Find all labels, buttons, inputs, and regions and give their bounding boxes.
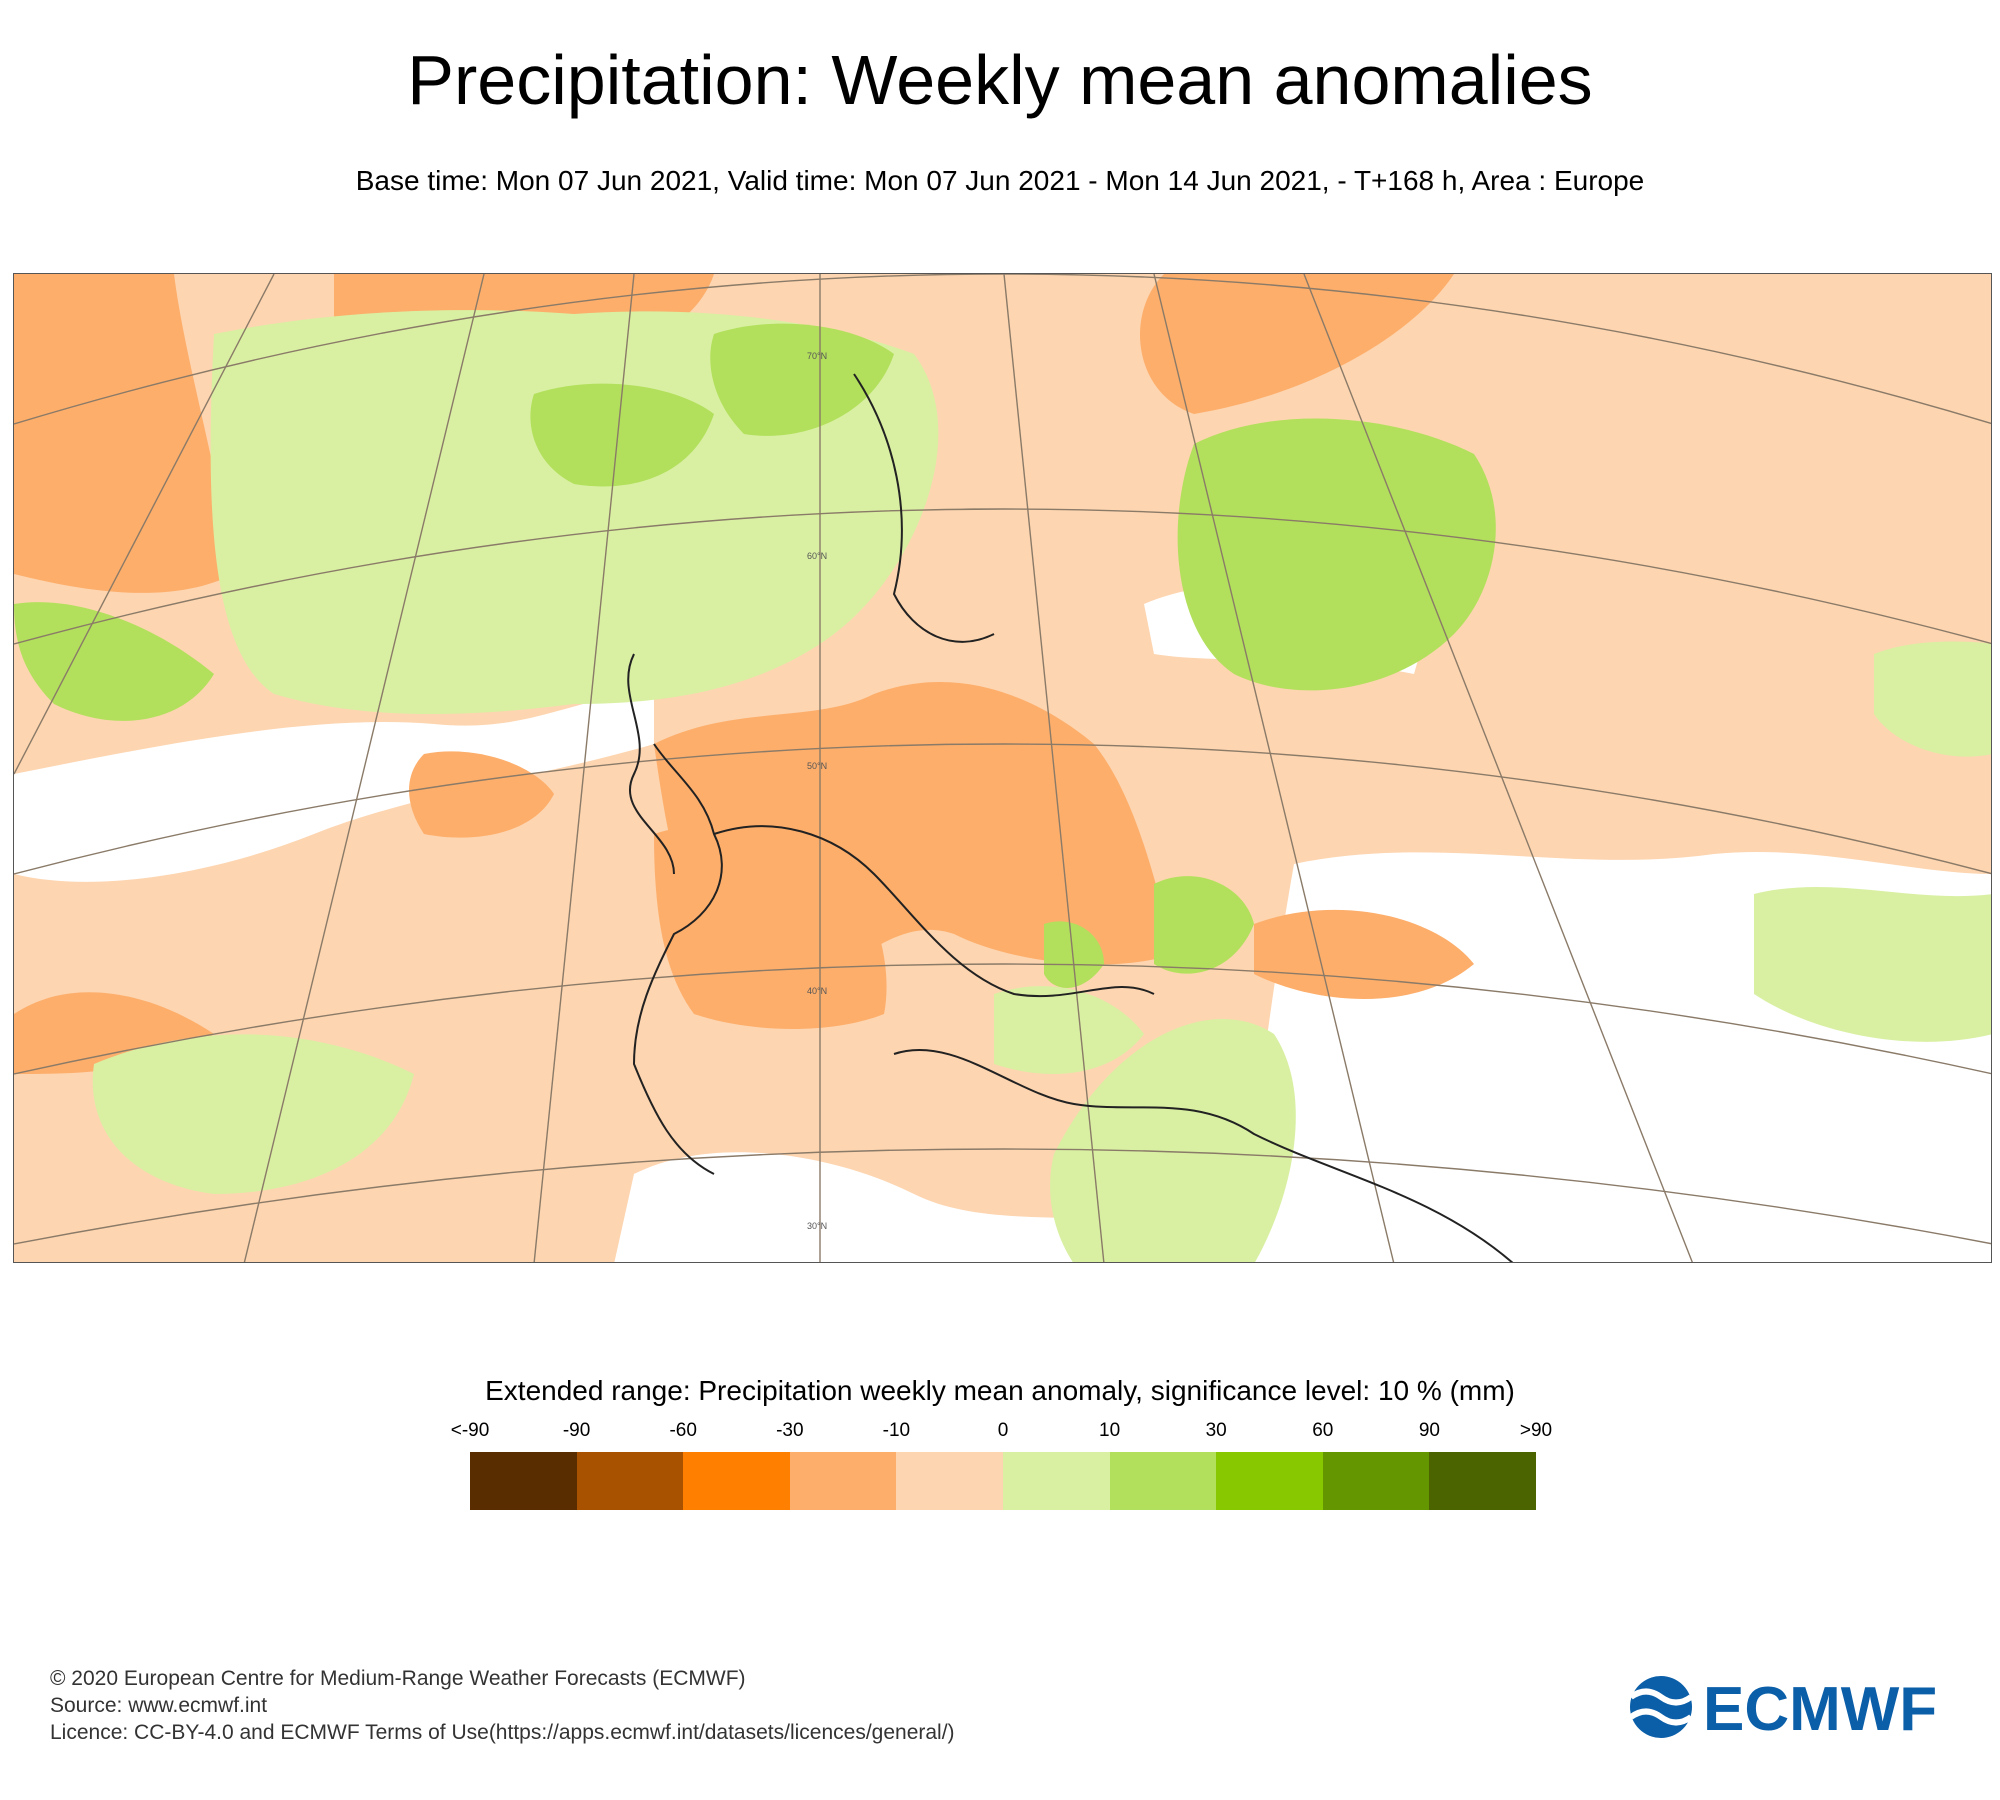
chart-title: Precipitation: Weekly mean anomalies: [407, 41, 1593, 119]
legend-tick-label: 10: [1099, 1420, 1121, 1441]
ecmwf-logo-icon: [1629, 1676, 1693, 1738]
colorbar-swatch: [896, 1452, 1003, 1510]
lat-label-40: 40°N: [807, 986, 827, 996]
colorbar: [470, 1452, 1536, 1510]
legend-tick-label: <-90: [450, 1420, 490, 1441]
legend-tick-label: -30: [776, 1420, 804, 1441]
colorbar-swatch: [576, 1452, 684, 1510]
wet-anomaly-area: [1044, 921, 1104, 988]
dry-anomaly-area: [14, 274, 234, 593]
dry-anomaly-area: [409, 751, 554, 838]
colorbar-swatch: [1216, 1452, 1323, 1510]
footer: © 2020 European Centre for Medium-Range …: [50, 1665, 955, 1746]
licence-text: Licence: CC-BY-4.0 and ECMWF Terms of Us…: [50, 1721, 955, 1744]
coastlines: [627, 373, 1514, 1262]
legend-title: Extended range: Precipitation weekly mea…: [485, 1375, 1515, 1406]
legend-tick-label: -10: [882, 1420, 911, 1441]
wet-anomaly-area: [1754, 886, 1991, 1042]
map-canvas: 70°N 60°N 50°N 40°N 30°N: [14, 274, 1991, 1262]
dry-anomaly-area: [654, 825, 887, 1029]
wet-anomaly-area: [710, 323, 894, 436]
wet-anomaly-area: [1154, 876, 1254, 974]
legend-ticks: <-90 -90 -60 -30 -10 0 10 30 60 90 >90: [451, 1420, 1552, 1446]
wet-anomaly-area: [14, 602, 214, 721]
legend-tick-label: 60: [1312, 1420, 1334, 1441]
dry-anomaly-area: [1254, 909, 1474, 999]
lat-label-50: 50°N: [807, 761, 827, 771]
legend-tick-label: 90: [1418, 1420, 1440, 1441]
legend-tick-label: >90: [1519, 1420, 1553, 1441]
copyright-text: © 2020 European Centre for Medium-Range …: [50, 1667, 746, 1690]
colorbar-swatch: [1109, 1452, 1217, 1510]
wet-anomaly-area: [994, 986, 1144, 1074]
graticule: [14, 274, 1991, 1262]
colorbar-swatch: [1002, 1452, 1110, 1510]
colorbar-swatch: [1322, 1452, 1430, 1510]
legend-tick-label: -60: [669, 1420, 697, 1441]
wet-anomaly-area: [1050, 1019, 1296, 1262]
wet-anomaly-area: [1874, 641, 1991, 757]
wet-anomaly-area: [92, 1034, 415, 1194]
precipitation-anomaly-map: 70°N 60°N 50°N 40°N 30°N: [13, 273, 1992, 1263]
wet-anomaly-area: [1177, 418, 1496, 691]
colorbar-swatch: [683, 1452, 790, 1510]
lat-label-70: 70°N: [807, 351, 827, 361]
lat-label-30: 30°N: [807, 1221, 827, 1231]
colorbar-swatch: [789, 1452, 897, 1510]
latitude-labels: 70°N 60°N 50°N 40°N 30°N: [807, 351, 827, 1231]
wet-anomaly-area: [530, 383, 714, 487]
chart-subtitle: Base time: Mon 07 Jun 2021, Valid time: …: [355, 165, 1645, 196]
lat-label-60: 60°N: [807, 551, 827, 561]
colorbar-swatch: [470, 1452, 577, 1510]
ecmwf-logo: ECMWF: [1629, 1675, 1937, 1742]
legend-tick-label: -90: [562, 1420, 591, 1441]
dry-anomaly-area: [1140, 274, 1454, 414]
legend-tick-label: 30: [1205, 1420, 1227, 1441]
source-text: Source: www.ecmwf.int: [50, 1694, 268, 1717]
legend-tick-label: 0: [997, 1420, 1009, 1441]
colorbar-swatch: [1429, 1452, 1536, 1510]
ecmwf-logo-text: ECMWF: [1703, 1675, 1937, 1742]
